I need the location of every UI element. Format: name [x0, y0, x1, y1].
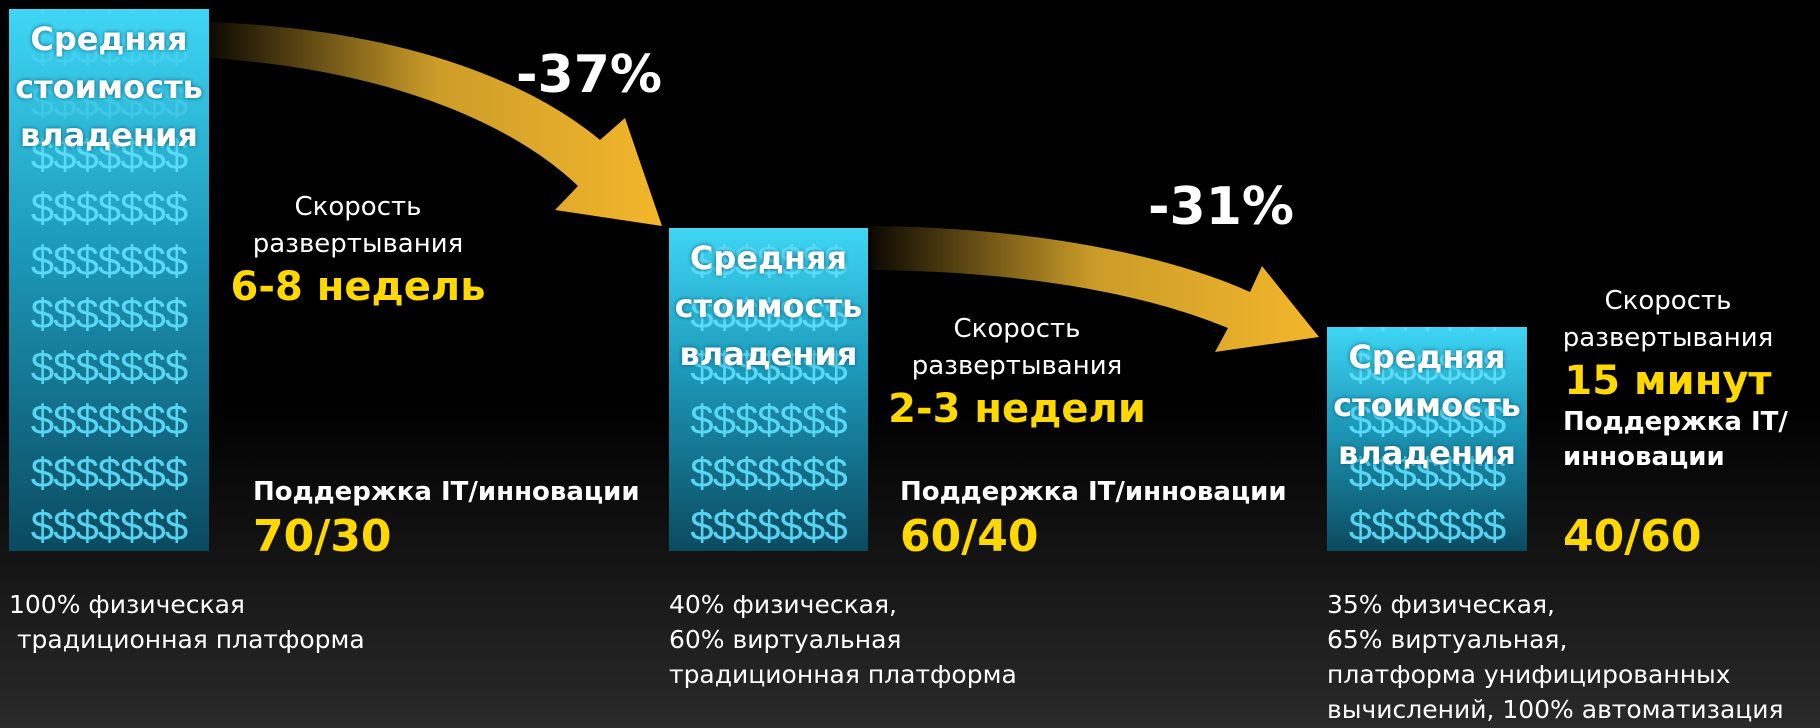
speed-label: развертывания	[1563, 325, 1774, 351]
platform-description: 60% виртуальная	[669, 627, 901, 652]
box-title: владения	[1327, 437, 1527, 469]
platform-description: вычислений, 100% автоматизация	[1327, 697, 1784, 722]
ratio: 70/30	[253, 515, 392, 559]
box-title: стоимость	[9, 71, 209, 103]
dollar-row: $$$$$$$	[669, 399, 868, 441]
box-title: владения	[669, 338, 868, 370]
platform-description: 100% физическая	[9, 592, 245, 617]
box-title: Средняя	[669, 242, 868, 274]
dollar-row: $$$$$$$	[669, 228, 868, 229]
dollar-row: $$$$$$$	[1327, 505, 1527, 547]
box-title: владения	[9, 119, 209, 151]
box-title: стоимость	[1327, 389, 1527, 421]
speed-value: 15 минут	[1564, 361, 1771, 401]
cost-box: $$$$$$$ $$$$$$$ $$$$$$$ $$$$$$$ $$$$$$$ $$$$$…	[9, 9, 209, 551]
speed-label: Скорость	[954, 316, 1081, 342]
speed-label: развертывания	[912, 353, 1123, 379]
dollar-row: $$$$$$$	[9, 9, 209, 17]
dollar-row: $$$$$$$	[9, 240, 209, 282]
speed-value: 6-8 недель	[231, 267, 486, 307]
speed-value: 2-3 недели	[888, 389, 1146, 429]
support-label: инновации	[1563, 444, 1725, 470]
platform-description: 35% физическая,	[1327, 592, 1555, 617]
speed-label: Скорость	[1605, 288, 1732, 314]
dollar-row: $$$$$$$	[669, 452, 868, 494]
platform-description: традиционная платформа	[9, 627, 365, 652]
reduction-label: -37%	[516, 49, 662, 101]
dollar-row: $$$$$$$	[9, 505, 209, 547]
platform-description: 40% физическая,	[669, 592, 897, 617]
dollar-row: $$$$$$$	[9, 452, 209, 494]
ratio: 40/60	[1563, 515, 1702, 559]
arrow	[871, 226, 1319, 352]
dollar-row: $$$$$$$	[9, 293, 209, 335]
dollar-row: $$$$$$$	[9, 346, 209, 388]
support-label: Поддержка IT/инновации	[900, 479, 1287, 505]
box-title: Средняя	[9, 23, 209, 55]
dollar-row: $$$$$$$	[669, 505, 868, 547]
box-title: Средняя	[1327, 341, 1527, 373]
support-label: Поддержка IT/	[1563, 409, 1788, 435]
platform-description: 65% виртуальная,	[1327, 627, 1567, 652]
reduction-label: -31%	[1148, 181, 1294, 233]
support-label: Поддержка IT/инновации	[253, 479, 640, 505]
cost-box: $$$$$$$$$$$$$$$$$$$$$$$$$$$$$$$$$$$Средн…	[1327, 327, 1527, 551]
cost-box: $$$$$$$$$$$$$$$$$$$$$$$$$$$$$$$$$$$$$$$$…	[669, 228, 868, 551]
slide: $$$$$$$ $$$$$$$ $$$$$$$ $$$$$$$ $$$$$$$ $$$$$…	[0, 0, 1820, 728]
dollar-row: $$$$$$$	[9, 187, 209, 229]
platform-description: платформа унифицированных	[1327, 662, 1731, 687]
ratio: 60/40	[900, 515, 1039, 559]
dollar-row: $$$$$$$	[9, 399, 209, 441]
speed-label: Скорость	[295, 194, 422, 220]
box-title: стоимость	[669, 290, 868, 322]
speed-label: развертывания	[253, 231, 464, 257]
dollar-row: $$$$$$$	[1327, 327, 1527, 335]
platform-description: традиционная платформа	[669, 662, 1017, 687]
